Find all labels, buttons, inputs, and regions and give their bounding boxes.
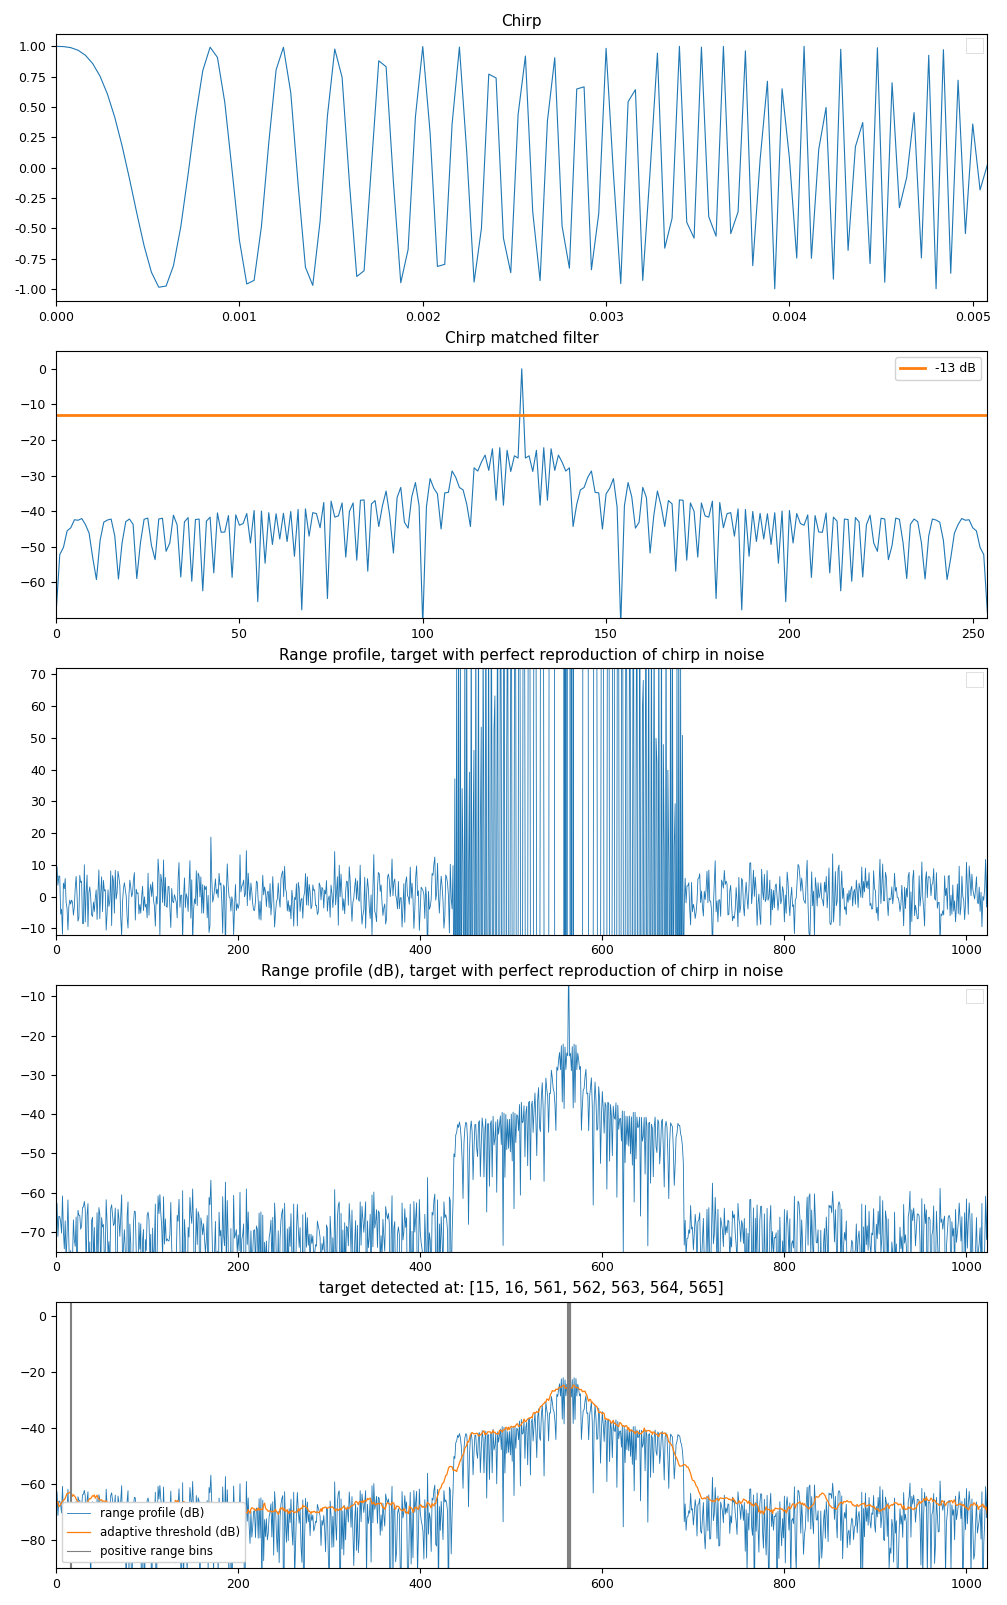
range profile (dB) — [68, 1509, 81, 1528]
adaptive threshold (dB) — [567, 1375, 579, 1395]
Title: Chirp: Chirp — [501, 14, 542, 29]
Title: Chirp matched filter: Chirp matched filter — [445, 331, 598, 345]
adaptive threshold (dB) — [68, 1486, 81, 1505]
positive range bins — [63, 1306, 76, 1326]
Line: adaptive threshold (dB): adaptive threshold (dB) — [56, 1385, 988, 1517]
adaptive threshold (dB) — [132, 1507, 144, 1526]
range profile (dB) — [502, 1443, 515, 1462]
range profile (dB) — [563, 1306, 575, 1326]
range profile (dB) — [796, 1494, 808, 1514]
-13 dB — [50, 406, 62, 425]
range profile (dB) — [351, 1497, 364, 1517]
adaptive threshold (dB) — [796, 1494, 808, 1514]
adaptive threshold (dB) — [352, 1496, 365, 1515]
positive range bins — [63, 1303, 76, 1323]
Legend: -13 dB: -13 dB — [895, 358, 981, 380]
-13 dB — [53, 406, 65, 425]
FancyBboxPatch shape — [966, 672, 983, 687]
FancyBboxPatch shape — [966, 989, 983, 1003]
FancyBboxPatch shape — [966, 39, 983, 53]
adaptive threshold (dB) — [502, 1417, 515, 1436]
Title: Range profile (dB), target with perfect reproduction of chirp in noise: Range profile (dB), target with perfect … — [261, 965, 783, 979]
adaptive threshold (dB) — [414, 1496, 426, 1515]
adaptive threshold (dB) — [982, 1505, 994, 1525]
Title: Range profile, target with perfect reproduction of chirp in noise: Range profile, target with perfect repro… — [279, 647, 764, 663]
range profile (dB) — [50, 1517, 62, 1536]
Title: target detected at: [15, 16, 561, 562, 563, 564, 565]: target detected at: [15, 16, 561, 562, 5… — [319, 1281, 724, 1297]
Legend: range profile (dB), adaptive threshold (dB), positive range bins: range profile (dB), adaptive threshold (… — [62, 1502, 245, 1563]
range profile (dB) — [845, 1517, 857, 1536]
adaptive threshold (dB) — [845, 1491, 857, 1510]
adaptive threshold (dB) — [50, 1491, 62, 1510]
range profile (dB) — [414, 1502, 426, 1522]
Line: range profile (dB): range profile (dB) — [56, 1316, 988, 1605]
range profile (dB) — [982, 1478, 994, 1497]
